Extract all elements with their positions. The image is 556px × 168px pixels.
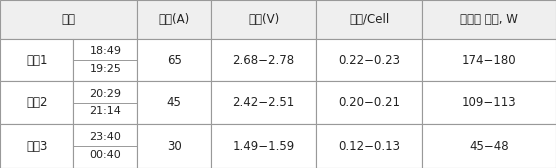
Text: 전압/Cell: 전압/Cell: [349, 13, 389, 26]
Text: 18:49: 18:49: [90, 47, 121, 56]
Text: 30: 30: [167, 140, 181, 153]
Text: 구간2: 구간2: [26, 96, 47, 109]
Text: 19:25: 19:25: [90, 64, 121, 74]
Text: 45−48: 45−48: [469, 140, 509, 153]
Text: 0.20−0.21: 0.20−0.21: [338, 96, 400, 109]
Text: 구분: 구분: [62, 13, 76, 26]
Text: 구간1: 구간1: [26, 54, 47, 67]
Text: 1.49−1.59: 1.49−1.59: [232, 140, 295, 153]
Text: 구간3: 구간3: [26, 140, 47, 153]
Text: 174−180: 174−180: [461, 54, 516, 67]
Text: 109−113: 109−113: [461, 96, 516, 109]
Text: 65: 65: [167, 54, 182, 67]
Text: 전압(V): 전압(V): [248, 13, 279, 26]
Text: 21:14: 21:14: [90, 107, 121, 116]
Text: 전류(A): 전류(A): [158, 13, 190, 26]
Text: 2.68−2.78: 2.68−2.78: [232, 54, 295, 67]
Text: 2.42−2.51: 2.42−2.51: [232, 96, 295, 109]
Text: 45: 45: [167, 96, 182, 109]
Text: 23:40: 23:40: [90, 132, 121, 142]
Text: 공급된 전력, W: 공급된 전력, W: [460, 13, 518, 26]
Text: 20:29: 20:29: [90, 89, 121, 99]
Text: 00:40: 00:40: [90, 150, 121, 160]
Text: 0.22−0.23: 0.22−0.23: [338, 54, 400, 67]
Text: 0.12−0.13: 0.12−0.13: [338, 140, 400, 153]
